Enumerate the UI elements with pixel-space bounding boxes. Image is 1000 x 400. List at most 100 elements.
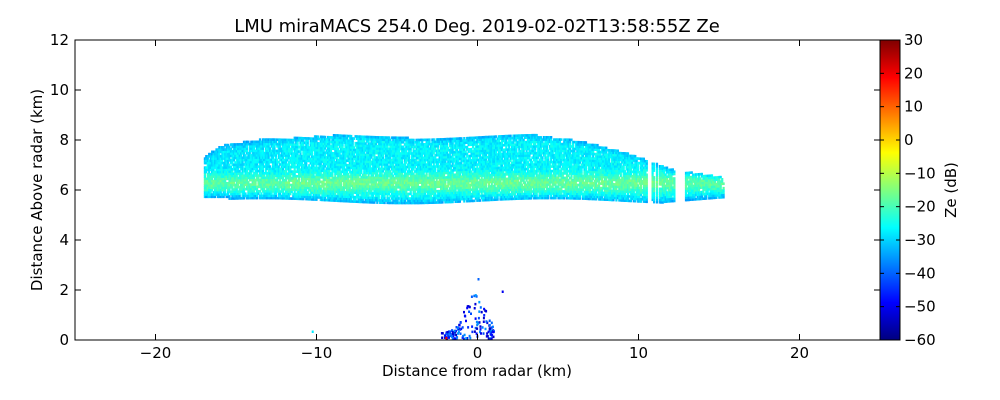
echo-cell [445, 142, 448, 145]
echo-cell [264, 167, 267, 171]
echo-cell [298, 150, 301, 153]
echo-cell [209, 186, 212, 190]
echo-cell [360, 153, 363, 156]
echo-cell [441, 180, 444, 184]
echo-cell [263, 176, 266, 180]
echo-cell [428, 156, 431, 159]
echo-cell [273, 194, 276, 198]
echo-cell [274, 158, 277, 162]
echo-cell [392, 136, 395, 139]
echo-cell [313, 162, 317, 165]
echo-cell [261, 174, 264, 177]
echo-cell [276, 169, 279, 173]
echo-cell [300, 179, 304, 183]
echo-cell [441, 165, 444, 168]
echo-cell [434, 192, 437, 195]
echo-cell [480, 165, 483, 168]
echo-cell [354, 150, 357, 154]
echo-cell [416, 176, 419, 180]
echo-cell [409, 152, 412, 155]
echo-cell [376, 136, 379, 139]
echo-cell [376, 145, 379, 148]
echo-cell [261, 160, 264, 164]
echo-cell [316, 187, 319, 190]
echo-cell [245, 183, 248, 186]
echo-cell [347, 168, 350, 172]
echo-cell [390, 174, 393, 178]
echo-cell [319, 173, 322, 177]
echo-cell [324, 160, 327, 164]
echo-cell [298, 197, 301, 201]
echo-cell [432, 160, 435, 164]
echo-cell [395, 156, 398, 160]
echo-cell [471, 177, 475, 180]
echo-cell [296, 193, 299, 196]
echo-cell [254, 145, 257, 148]
echo-cell [350, 179, 353, 183]
echo-cell [440, 189, 443, 193]
echo-cell [263, 138, 266, 141]
echo-cell [438, 176, 441, 179]
echo-cell [424, 181, 427, 184]
echo-cell [224, 175, 227, 178]
echo-cell [377, 138, 380, 141]
echo-cell [412, 172, 415, 176]
echo-cell [300, 143, 304, 147]
echo-cell [415, 201, 418, 205]
echo-cell [383, 149, 386, 153]
echo-cell [434, 142, 437, 146]
echo-cell [419, 165, 422, 169]
echo-cell [469, 157, 472, 160]
echo-cell [374, 172, 377, 175]
echo-cell [286, 154, 289, 157]
echo-cell [261, 190, 264, 193]
echo-cell [270, 196, 273, 200]
echo-cell [389, 172, 392, 175]
echo-cell [299, 170, 302, 174]
echo-cell [332, 152, 335, 155]
echo-cell [338, 195, 341, 198]
echo-cell [334, 165, 337, 169]
echo-cell [251, 145, 254, 148]
echo-cell [418, 163, 421, 166]
echo-cell [469, 139, 472, 142]
echo-cell [469, 148, 472, 151]
echo-cell [225, 184, 228, 187]
echo-cell [406, 154, 409, 158]
echo-cell [458, 193, 461, 197]
echo-cell [209, 164, 212, 167]
echo-cell [355, 171, 359, 174]
echo-cell [426, 201, 430, 205]
echo-cell [474, 163, 477, 166]
echo-cell [483, 183, 486, 186]
echo-cell [334, 134, 337, 137]
echo-cell [250, 154, 253, 157]
echo-cell [276, 158, 279, 162]
echo-cell [340, 170, 343, 173]
echo-cell [408, 183, 411, 187]
echo-cell [253, 142, 256, 146]
echo-cell [234, 179, 237, 182]
echo-cell [209, 179, 212, 183]
echo-cell [477, 199, 480, 202]
echo-cell [227, 186, 230, 190]
echo-cell [270, 174, 273, 177]
echo-cell [454, 162, 457, 165]
echo-cell [418, 192, 421, 196]
echo-cell [399, 138, 402, 142]
echo-cell [455, 173, 459, 176]
echo-cell [422, 138, 425, 142]
echo-cell [315, 157, 318, 161]
echo-cell [393, 197, 396, 200]
echo-cell [347, 188, 350, 192]
echo-cell [237, 170, 240, 173]
echo-cell [276, 151, 279, 155]
echo-cell [453, 139, 456, 143]
echo-cell [376, 192, 379, 195]
echo-cell [363, 185, 366, 188]
echo-cell [471, 136, 475, 140]
echo-cell [369, 187, 372, 191]
echo-cell [325, 158, 328, 161]
echo-cell [444, 151, 447, 154]
echo-cell [238, 154, 241, 157]
